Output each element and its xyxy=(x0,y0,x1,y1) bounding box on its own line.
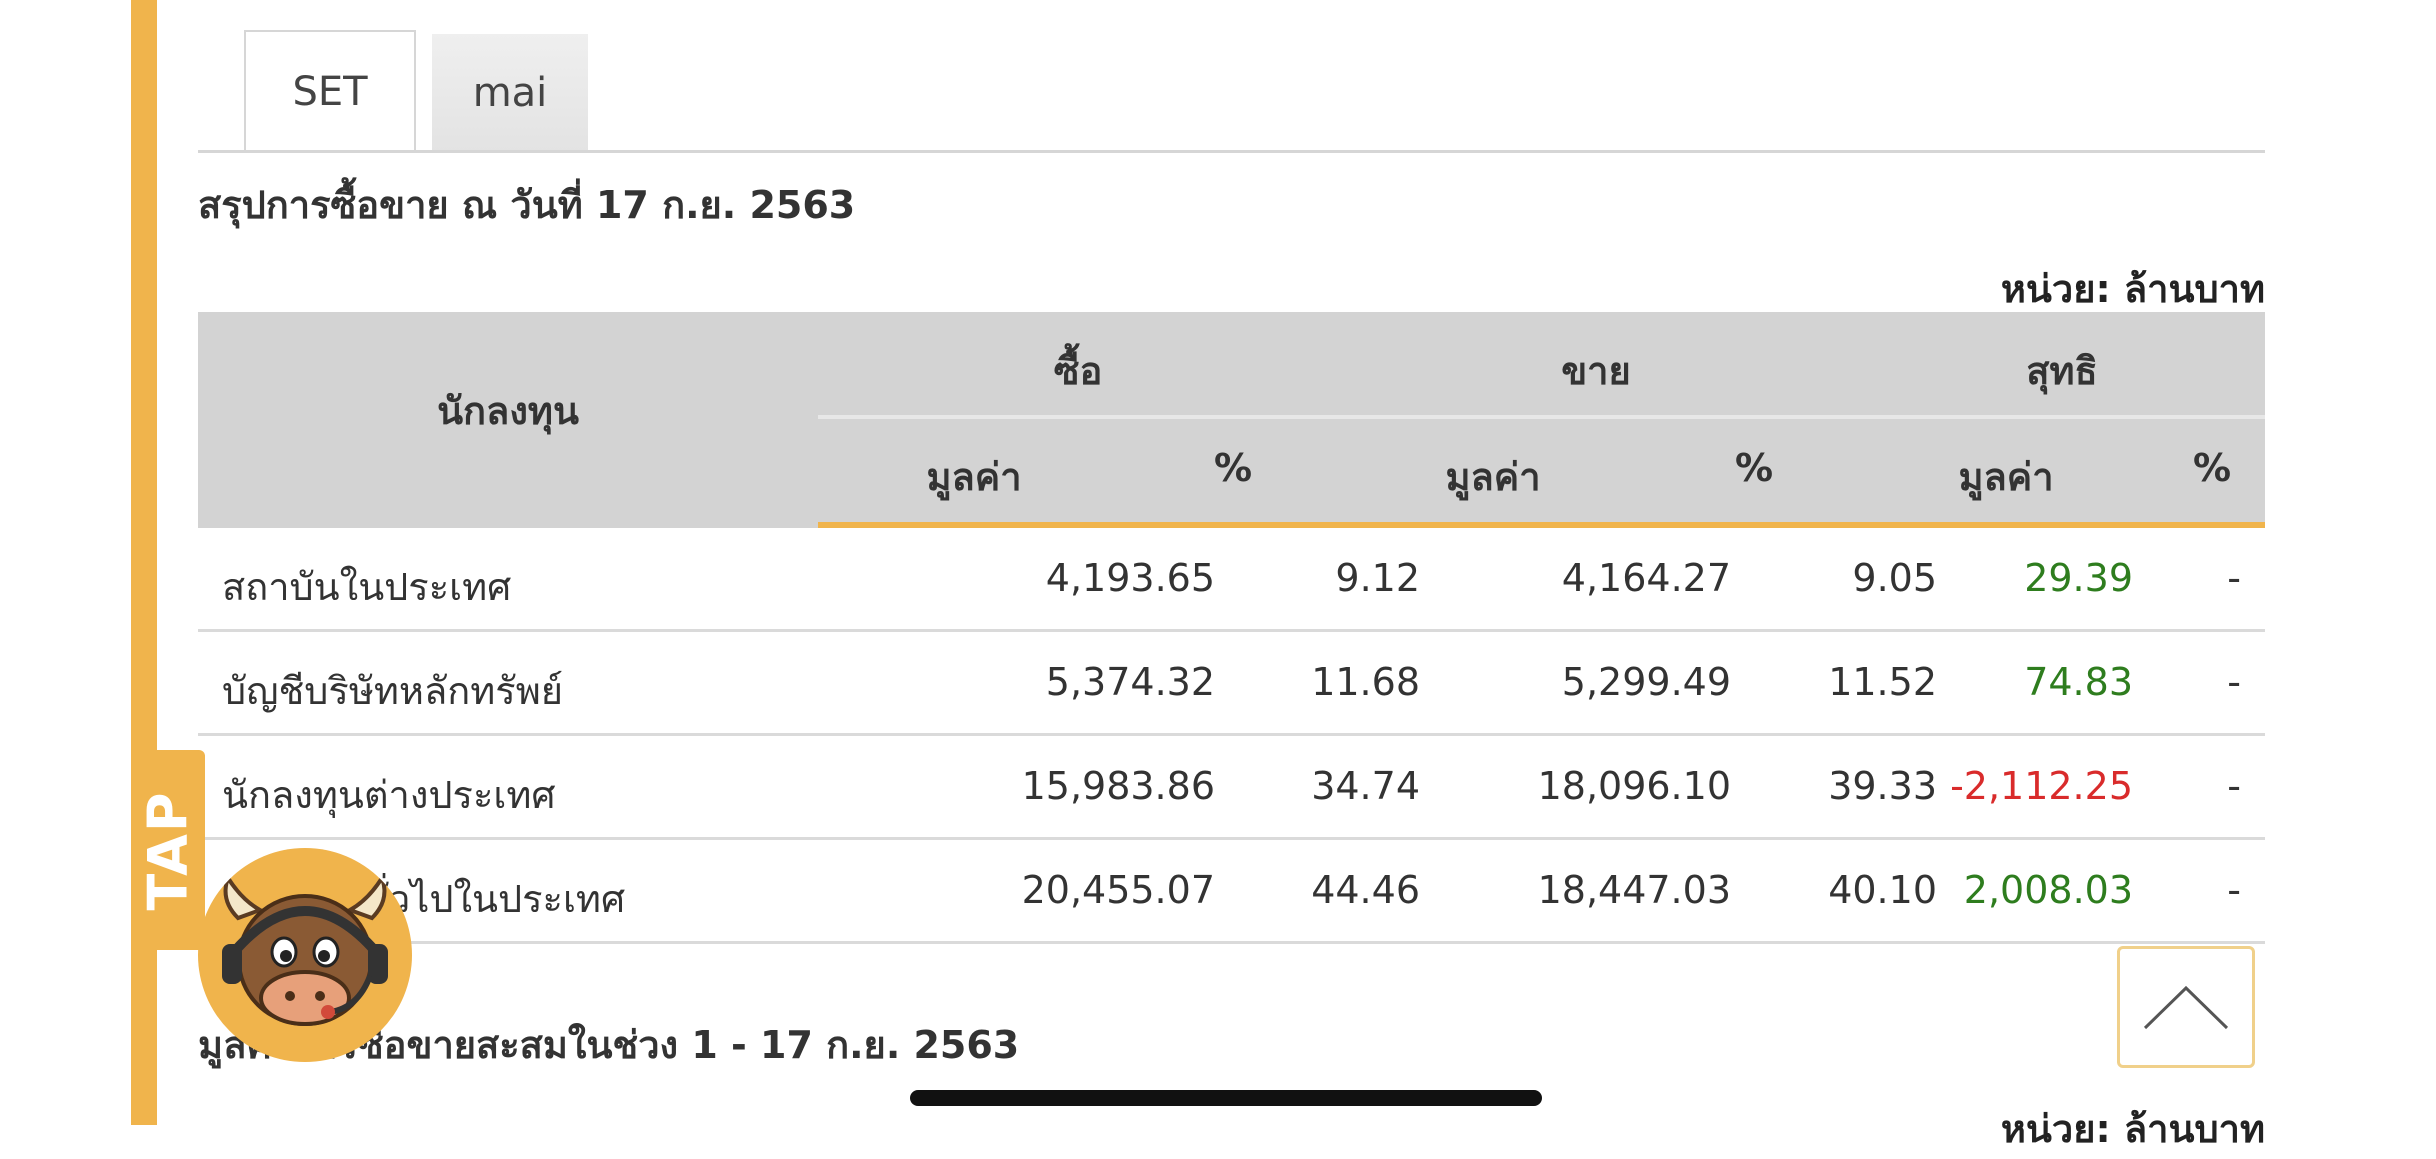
buy-pct: 11.68 xyxy=(1311,660,1420,704)
sell-pct: 39.33 xyxy=(1828,764,1937,808)
tab-mai[interactable]: mai xyxy=(432,34,588,152)
table-row: บัญชีบริษัทหลักทรัพย์ 5,374.32 11.68 5,2… xyxy=(198,632,2265,736)
header-accent-bar xyxy=(818,522,2265,528)
header-buy: ซื้อ xyxy=(1053,349,1103,393)
sell-pct: 40.10 xyxy=(1828,868,1937,912)
chevron-up-icon xyxy=(2143,985,2229,1030)
header-net: สุทธิ xyxy=(2026,349,2098,393)
market-tabs: SET mai xyxy=(244,30,588,152)
buy-value: 5,374.32 xyxy=(1045,660,1215,704)
summary-title: สรุปการซื้อขาย ณ วันที่ 17 ก.ย. 2563 xyxy=(198,183,856,227)
investor-name: บัญชีบริษัทหลักทรัพย์ xyxy=(222,669,564,713)
sell-value: 18,447.03 xyxy=(1537,868,1731,912)
net-value: -2,112.25 xyxy=(1950,764,2133,808)
tab-set[interactable]: SET xyxy=(244,30,416,152)
header-net-value: มูลค่า xyxy=(1958,455,2054,499)
net-pct: - xyxy=(2227,764,2241,808)
buy-pct: 44.46 xyxy=(1311,868,1420,912)
sell-value: 4,164.27 xyxy=(1561,556,1731,600)
buy-pct: 34.74 xyxy=(1311,764,1420,808)
scroll-to-top-button[interactable] xyxy=(2117,946,2255,1068)
sell-pct: 11.52 xyxy=(1828,660,1937,704)
table-row: สถาบันในประเทศ 4,193.65 9.12 4,164.27 9.… xyxy=(198,528,2265,632)
table-row: นักลงทุนต่างประเทศ 15,983.86 34.74 18,09… xyxy=(198,736,2265,840)
tap-side-tab[interactable]: TAP xyxy=(131,750,205,950)
net-value: 29.39 xyxy=(2024,556,2133,600)
mascot-graphic xyxy=(222,873,388,1026)
bull-mascot-icon[interactable] xyxy=(198,848,412,1062)
net-pct: - xyxy=(2227,556,2241,600)
header-sell-value: มูลค่า xyxy=(1445,455,1541,499)
cumulative-unit-label: หน่วย: ล้านบาท xyxy=(2000,1107,2265,1151)
table-header: นักลงทุน ซื้อ ขาย สุทธิ มูลค่า % มูลค่า … xyxy=(198,312,2265,528)
header-sell: ขาย xyxy=(1561,349,1631,393)
net-value: 74.83 xyxy=(2024,660,2133,704)
header-net-pct: % xyxy=(2192,446,2232,490)
buy-pct: 9.12 xyxy=(1335,556,1420,600)
header-divider xyxy=(818,415,2265,419)
buy-value: 15,983.86 xyxy=(1021,764,1215,808)
table-row: นักลงทุนทั่วไปในประเทศ 20,455.07 44.46 1… xyxy=(198,840,2265,944)
summary-unit-label: หน่วย: ล้านบาท xyxy=(2000,267,2265,311)
investor-name: นักลงทุนต่างประเทศ xyxy=(222,773,556,817)
tap-label: TAP xyxy=(136,789,200,911)
net-value: 2,008.03 xyxy=(1963,868,2133,912)
buy-value: 4,193.65 xyxy=(1045,556,1215,600)
investor-summary-table: นักลงทุน ซื้อ ขาย สุทธิ มูลค่า % มูลค่า … xyxy=(198,312,2265,944)
buy-value: 20,455.07 xyxy=(1021,868,1215,912)
sell-value: 18,096.10 xyxy=(1537,764,1731,808)
sell-value: 5,299.49 xyxy=(1561,660,1731,704)
header-buy-pct: % xyxy=(1213,446,1253,490)
tab-divider xyxy=(198,150,2265,153)
net-pct: - xyxy=(2227,868,2241,912)
header-buy-value: มูลค่า xyxy=(926,455,1022,499)
header-sell-pct: % xyxy=(1734,446,1774,490)
header-investor: นักลงทุน xyxy=(437,389,579,433)
net-pct: - xyxy=(2227,660,2241,704)
investor-name: สถาบันในประเทศ xyxy=(222,565,512,609)
side-accent-stripe xyxy=(131,0,157,1125)
sell-pct: 9.05 xyxy=(1852,556,1937,600)
home-indicator xyxy=(910,1090,1542,1106)
